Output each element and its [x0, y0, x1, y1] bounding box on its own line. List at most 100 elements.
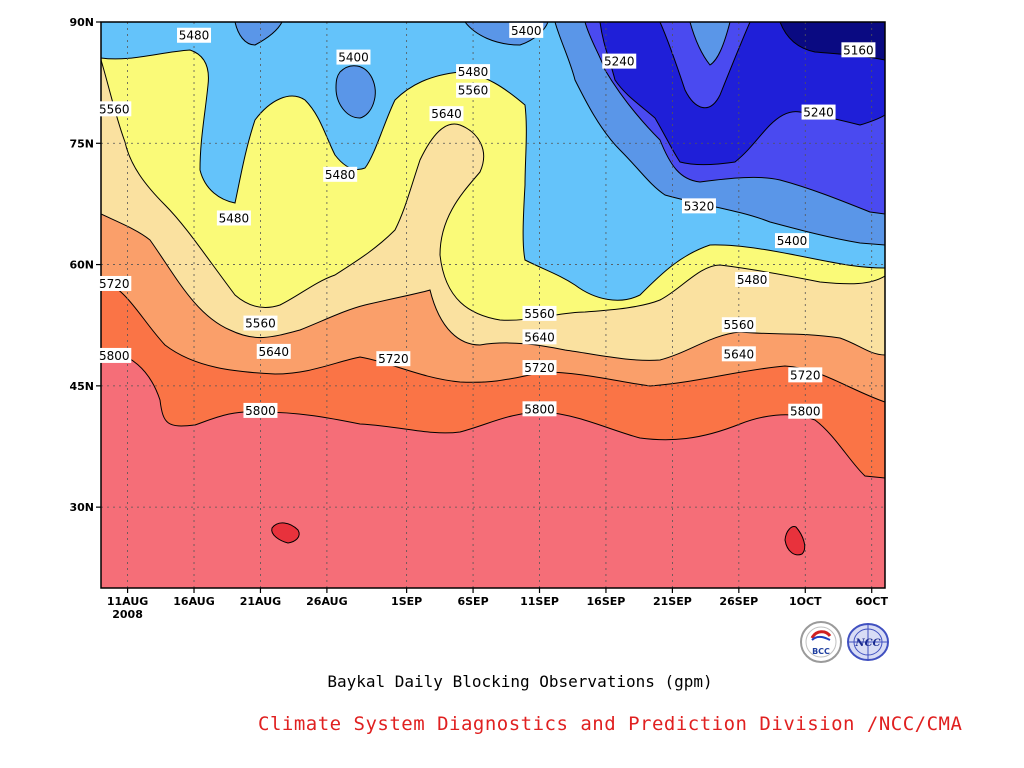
contour-label-bg	[774, 233, 809, 249]
contour-label-text: 5400	[338, 51, 369, 65]
contour-label-text: 5560	[458, 84, 489, 98]
contour-label: 5800	[243, 402, 278, 418]
contour-label-text: 5240	[604, 55, 635, 69]
contour-label-bg	[841, 42, 876, 58]
contour-label: 5560	[721, 317, 756, 333]
contour-label-text: 5800	[524, 402, 555, 416]
contour-label-text: 5560	[99, 102, 130, 116]
contour-label: 5320	[681, 198, 716, 214]
contour-label: 5720	[522, 360, 557, 376]
plot-frame	[100, 21, 886, 589]
contour-label-bg	[522, 305, 557, 321]
contour-label-text: 5720	[790, 368, 821, 382]
contour-label: 5640	[522, 329, 557, 345]
contour-label-bg	[97, 275, 132, 291]
notch-5320-5400	[689, 22, 731, 66]
contour-label-text: 5720	[378, 352, 409, 366]
contour-label-bg	[522, 329, 557, 345]
x-tick-label: 16AUG	[173, 595, 214, 608]
contour-label-bg	[721, 346, 756, 362]
contour-label-bg	[216, 210, 251, 226]
contour-label: 5400	[509, 22, 544, 38]
y-tick-label: 60N	[69, 259, 94, 272]
chart-title: Baykal Daily Blocking Observations (gpm)	[327, 672, 713, 691]
bcc-logo-text: BCC	[812, 647, 830, 656]
contour-label: 5400	[336, 49, 371, 65]
contour-label-bg	[721, 317, 756, 333]
contour-label-bg	[97, 347, 132, 363]
contour-label-text: 5800	[790, 405, 821, 419]
contour-label-text: 5800	[245, 404, 276, 418]
high-cell-b	[784, 526, 806, 556]
contour-label: 5560	[522, 305, 557, 321]
x-tick-label: 21SEP	[653, 595, 692, 608]
axis-tick-labels: 11AUG 16AUG 21AUG 26AUG 1SEP 6SEP 11SEP 16SEP 21…	[69, 16, 888, 621]
grid-lines	[101, 22, 885, 588]
contour-label-text: 5560	[724, 318, 755, 332]
contour-label-text: 5400	[777, 234, 808, 248]
x-tick-label: 1OCT	[789, 595, 822, 608]
contour-label-bg	[97, 101, 132, 117]
contour-label-bg	[681, 198, 716, 214]
contour-label-bg	[788, 367, 823, 383]
contour-label-bg	[429, 106, 464, 122]
axis-ticks	[96, 21, 873, 593]
contour-label-text: 5400	[511, 24, 542, 38]
contour-label: 5560	[97, 101, 132, 117]
x-tick-label: 26AUG	[306, 595, 347, 608]
contour-label-bg	[456, 82, 491, 98]
y-tick-label: 30N	[69, 501, 94, 514]
x-tick-label: 6SEP	[457, 595, 488, 608]
ncc-logo-text: NCC	[854, 638, 880, 649]
contour-label-text: 5480	[325, 168, 356, 182]
band-5160-5240	[599, 22, 885, 166]
contour-label: 5480	[456, 64, 491, 80]
contour-label: 5720	[97, 275, 132, 291]
contour-label: 5560	[243, 315, 278, 331]
contour-label-bg	[522, 401, 557, 417]
contour-label-text: 5320	[684, 199, 715, 213]
contour-label-text: 5720	[99, 277, 130, 291]
contour-label-text: 5640	[724, 347, 755, 361]
contour-label: 5480	[177, 27, 212, 43]
band-5320-5400-blob-b	[335, 65, 376, 119]
contour-label: 5240	[602, 53, 637, 69]
contour-label: 5480	[323, 166, 358, 182]
contour-label: 5560	[456, 82, 491, 98]
y-tick-label: 75N	[69, 137, 94, 150]
x-year-label: 2008	[112, 608, 143, 621]
contour-labels: 5480 5400 5400 5240 5160 5480 5560 5640 5560 5480…	[97, 22, 876, 419]
contour-label: 5480	[216, 210, 251, 226]
x-tick-label: 11SEP	[520, 595, 559, 608]
x-tick-label: 6OCT	[855, 595, 888, 608]
contour-label-text: 5160	[843, 43, 874, 57]
contour-label-bg	[509, 22, 544, 38]
contour-label-bg	[456, 64, 491, 80]
contour-label-text: 5640	[258, 345, 289, 359]
contour-label-bg	[602, 53, 637, 69]
contour-label-text: 5480	[737, 273, 768, 287]
contour-label-bg	[177, 27, 212, 43]
contour-label-bg	[788, 403, 823, 419]
contour-label-bg	[735, 271, 770, 287]
y-tick-label: 90N	[69, 16, 94, 29]
contour-label: 5800	[97, 347, 132, 363]
contour-label-bg	[243, 402, 278, 418]
contour-label: 5800	[788, 403, 823, 419]
contour-label: 5720	[788, 367, 823, 383]
contour-label-bg	[336, 49, 371, 65]
contour-label-bg	[801, 104, 836, 120]
contour-label: 5720	[376, 351, 411, 367]
x-tick-label: 1SEP	[391, 595, 422, 608]
high-cell-a	[271, 522, 300, 544]
contour-label-bg	[522, 360, 557, 376]
ncc-logo: NCC	[847, 623, 889, 661]
x-tick-label: 26SEP	[719, 595, 758, 608]
notch-5240-5320	[659, 22, 751, 108]
contour-label-bg	[256, 343, 291, 359]
y-tick-label: 45N	[69, 380, 94, 393]
contour-label: 5640	[429, 106, 464, 122]
contour-label-bg	[243, 315, 278, 331]
contour-label-bg	[376, 351, 411, 367]
